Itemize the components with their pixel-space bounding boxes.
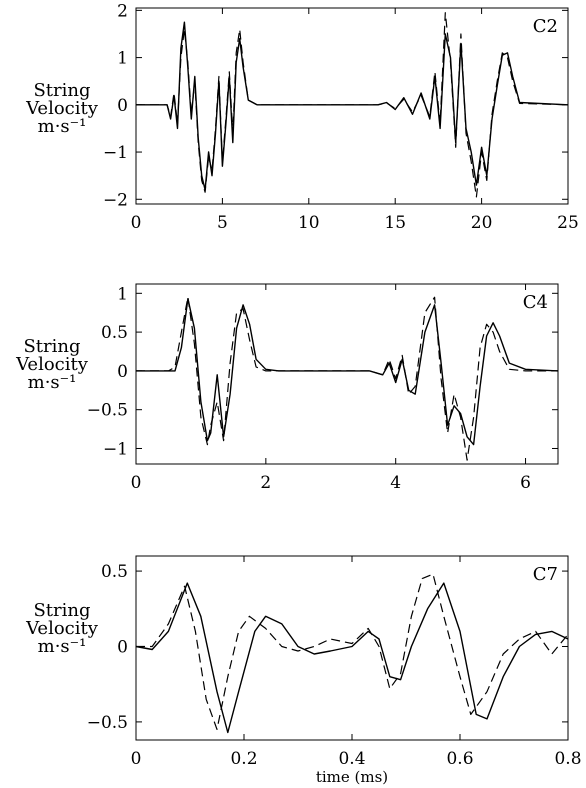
series-line-solid bbox=[136, 298, 559, 446]
x-tick-label: 10 bbox=[298, 213, 320, 233]
y-axis-label-line: Velocity bbox=[15, 354, 89, 375]
y-tick-label: 0 bbox=[117, 637, 128, 657]
plot-frame bbox=[135, 555, 569, 741]
y-axis-label-line: Velocity bbox=[25, 98, 99, 119]
y-tick-label: −1 bbox=[103, 143, 128, 163]
y-tick-label: 0 bbox=[117, 362, 128, 382]
x-tick-label: 5 bbox=[217, 213, 228, 233]
y-axis-label-line: m·s⁻¹ bbox=[38, 636, 87, 657]
x-tick-label: 0 bbox=[131, 473, 142, 493]
x-tick-label: 0.2 bbox=[230, 749, 257, 769]
y-axis-label-line: String bbox=[33, 600, 90, 621]
chart-panel-c7: 0 0.2 0.4 0.6 0.80.50−0.5StringVelocitym·s⁻¹… bbox=[25, 555, 582, 786]
x-tick-label: 0 bbox=[131, 749, 142, 769]
y-tick-label: 0.5 bbox=[101, 562, 128, 582]
x-tick-label: 0.6 bbox=[446, 749, 473, 769]
x-tick-label: 6 bbox=[520, 473, 531, 493]
x-tick-label: 0.8 bbox=[554, 749, 581, 769]
plot-frame bbox=[135, 7, 569, 205]
y-tick-label: −2 bbox=[103, 190, 128, 210]
y-tick-label: 1 bbox=[117, 284, 128, 304]
y-axis-label-line: m·s⁻¹ bbox=[38, 116, 87, 137]
plot-frame bbox=[135, 283, 559, 465]
y-tick-label: 0 bbox=[117, 96, 128, 116]
y-tick-label: 1 bbox=[117, 49, 128, 69]
x-tick-label: 20 bbox=[471, 213, 493, 233]
panel-title: C4 bbox=[523, 292, 548, 313]
series-line-dashed bbox=[136, 12, 569, 198]
x-axis-label: time (ms) bbox=[316, 768, 388, 786]
y-axis-label-line: String bbox=[23, 336, 80, 357]
series-line-dashed bbox=[136, 573, 569, 730]
y-tick-label: −0.5 bbox=[87, 713, 128, 733]
series-line-solid bbox=[135, 582, 569, 734]
y-axis-label-line: m·s⁻¹ bbox=[28, 372, 77, 393]
y-tick-label: 0.5 bbox=[101, 323, 128, 343]
x-tick-label: 4 bbox=[390, 473, 401, 493]
x-tick-label: 0.4 bbox=[338, 749, 365, 769]
x-tick-label: 25 bbox=[557, 213, 579, 233]
x-tick-label: 15 bbox=[384, 213, 406, 233]
y-tick-label: 2 bbox=[117, 1, 128, 21]
series-line-dashed bbox=[136, 296, 558, 461]
panel-title: C2 bbox=[533, 16, 558, 37]
y-tick-label: −1 bbox=[103, 439, 128, 459]
y-axis-label-line: String bbox=[33, 80, 90, 101]
panel-title: C7 bbox=[533, 564, 558, 585]
x-tick-label: 0 bbox=[131, 213, 142, 233]
y-tick-label: −0.5 bbox=[87, 401, 128, 421]
x-tick-label: 2 bbox=[260, 473, 271, 493]
y-axis-label-line: Velocity bbox=[25, 618, 99, 639]
